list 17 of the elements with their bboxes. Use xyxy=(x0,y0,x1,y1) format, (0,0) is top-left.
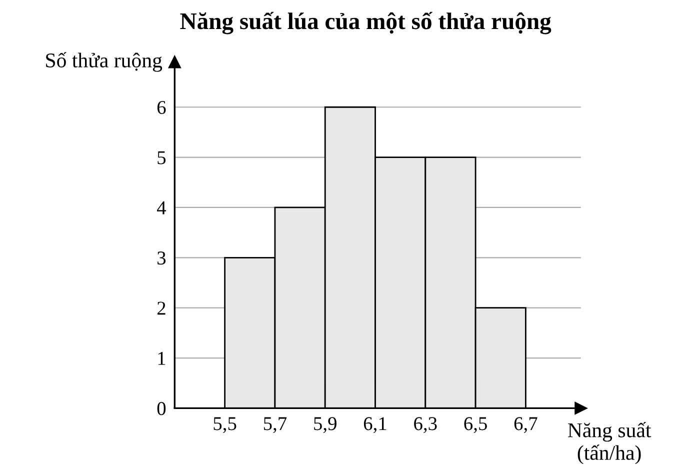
y-tick-label: 2 xyxy=(157,302,166,315)
x-axis-title: Năng suất (tấn/ha) xyxy=(568,422,652,464)
y-tick-label: 3 xyxy=(158,252,166,265)
y-tick-label: 4 xyxy=(156,201,166,214)
y-axis-title: Số thửa ruộng xyxy=(46,52,162,72)
x-tick-label: 5,7 xyxy=(264,417,287,434)
y-tick-label: 1 xyxy=(158,352,166,365)
y-tick-label: 5 xyxy=(158,151,166,164)
x-tick-label: 6,1 xyxy=(364,417,386,434)
x-tick-label: 6,7 xyxy=(514,417,538,434)
x-tick-label: 6,3 xyxy=(414,417,437,434)
x-tick-label: 5,9 xyxy=(314,417,336,434)
chart-title: Năng suất lúa của một số thửa ruộng xyxy=(180,12,552,34)
y-tick-label: 0 xyxy=(157,402,166,416)
x-tick-label: 5,5 xyxy=(214,417,236,434)
y-tick-label: 6 xyxy=(157,100,166,114)
x-tick-label: 6,5 xyxy=(464,417,487,434)
